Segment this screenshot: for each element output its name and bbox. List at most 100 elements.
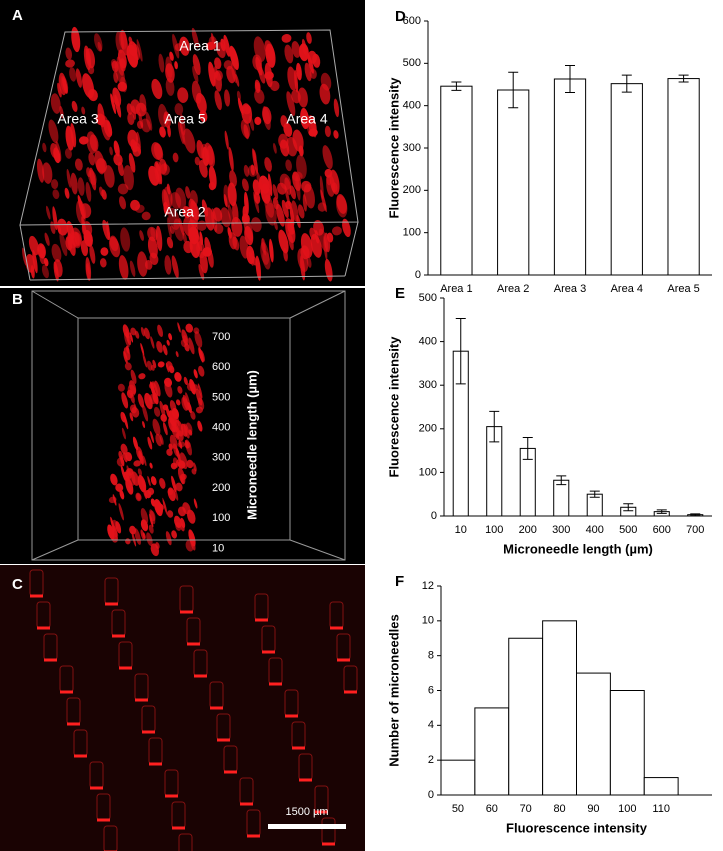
x-tick-label: 400 [586, 524, 604, 536]
blob [291, 171, 303, 182]
blob [150, 498, 156, 507]
x-tick-label: 10 [455, 524, 467, 536]
blob [180, 517, 186, 529]
x-tick-label: 110 [652, 803, 670, 815]
blob [190, 410, 196, 420]
blob [320, 72, 332, 91]
blob [164, 377, 173, 388]
blob [50, 93, 61, 114]
blob [137, 468, 142, 476]
blob [159, 126, 166, 138]
blob [149, 513, 154, 528]
blob [150, 381, 156, 398]
blob [224, 89, 231, 107]
blob [28, 235, 40, 256]
area-label: Area 4 [286, 111, 327, 127]
blob [129, 332, 134, 343]
blob [150, 431, 154, 444]
blob [85, 263, 90, 281]
blob [74, 158, 83, 171]
blob [193, 498, 198, 509]
blob [30, 265, 35, 279]
panel-letter: C [12, 576, 23, 593]
blob [140, 343, 145, 356]
blob [165, 56, 173, 78]
histogram-bar [643, 777, 679, 796]
blob [171, 255, 179, 279]
blob [124, 362, 132, 371]
x-tick-label: 600 [653, 524, 671, 536]
blob [157, 324, 164, 338]
blob [55, 141, 62, 162]
error-bar [623, 503, 634, 512]
blob [187, 402, 192, 414]
blob [175, 522, 182, 531]
blob [145, 111, 153, 131]
blob [65, 47, 73, 60]
error-bar [489, 410, 500, 443]
blob [224, 130, 229, 150]
blob [51, 243, 62, 262]
depth-tick-label: 700 [212, 331, 230, 343]
x-tick-label: Area 4 [611, 283, 643, 295]
blob [251, 217, 262, 233]
y-tick-label: 100 [419, 466, 437, 478]
blob [59, 105, 64, 119]
blob [139, 230, 144, 241]
blob [160, 413, 168, 422]
blob [83, 45, 91, 71]
blob [165, 531, 172, 546]
blob [168, 417, 177, 433]
bar [553, 78, 587, 276]
blob [139, 94, 147, 112]
blob [199, 231, 204, 246]
blob [229, 45, 239, 70]
blob [41, 264, 49, 279]
x-tick-label: Area 5 [667, 283, 699, 295]
bar [667, 78, 700, 276]
y-tick-label: 8 [428, 650, 434, 662]
blob [89, 167, 97, 191]
blob [129, 404, 137, 414]
blob [255, 56, 263, 76]
axes [427, 21, 712, 276]
y-tick-label: 4 [428, 719, 434, 731]
blob [153, 406, 161, 417]
blob [177, 322, 181, 333]
blob [198, 263, 205, 281]
blob [281, 199, 289, 219]
blob [130, 327, 137, 336]
blob [77, 177, 85, 196]
blob [112, 525, 118, 538]
blob [147, 436, 153, 450]
y-tick-label: 500 [403, 57, 421, 69]
blob [202, 247, 212, 257]
blob [113, 153, 123, 166]
blob [326, 232, 334, 243]
blob [165, 77, 175, 96]
blob [174, 61, 178, 70]
blob [168, 207, 180, 230]
blob [214, 57, 222, 70]
blob [253, 192, 261, 204]
blob [166, 339, 170, 346]
blob [43, 257, 49, 267]
blob [115, 483, 124, 492]
blob [291, 41, 301, 58]
blob [188, 337, 195, 355]
blob [167, 217, 172, 239]
box-outline-b [31, 290, 346, 561]
bar [497, 89, 530, 276]
blob [166, 236, 174, 249]
blob [65, 59, 75, 68]
blob [120, 227, 131, 252]
histogram-bar [576, 672, 611, 796]
x-tick-label: Area 2 [497, 283, 529, 295]
y-tick-label: 500 [419, 292, 437, 304]
blob [106, 221, 110, 240]
blob [134, 528, 142, 545]
blob [173, 409, 179, 419]
blob [150, 476, 157, 486]
y-tick-label: 10 [422, 615, 434, 627]
y-tick-label: 200 [403, 184, 421, 196]
